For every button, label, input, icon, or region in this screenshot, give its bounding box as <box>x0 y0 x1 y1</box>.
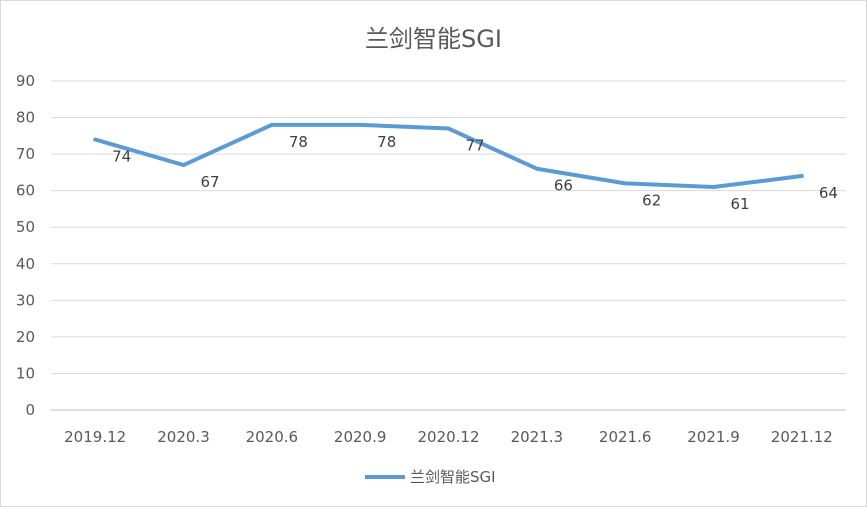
x-tick-label: 2020.6 <box>246 428 299 446</box>
y-tick-label: 0 <box>25 401 35 419</box>
y-tick-label: 90 <box>16 72 35 90</box>
data-label: 74 <box>112 147 131 165</box>
y-tick-label: 10 <box>16 364 35 382</box>
y-tick-label: 80 <box>16 109 35 127</box>
legend-label: 兰剑智能SGI <box>410 468 496 486</box>
data-label: 61 <box>731 195 750 213</box>
x-tick-label: 2020.12 <box>417 428 479 446</box>
y-tick-label: 70 <box>16 145 35 163</box>
data-label: 64 <box>819 184 838 202</box>
data-label: 78 <box>377 133 396 151</box>
x-tick-label: 2020.9 <box>334 428 387 446</box>
data-label: 67 <box>201 173 220 191</box>
chart-title: 兰剑智能SGI <box>365 25 502 53</box>
x-tick-label: 2019.12 <box>64 428 126 446</box>
x-tick-label: 2021.12 <box>771 428 833 446</box>
x-tick-label: 2020.3 <box>157 428 210 446</box>
x-tick-label: 2021.9 <box>687 428 740 446</box>
x-tick-label: 2021.3 <box>511 428 564 446</box>
data-label: 62 <box>642 191 661 209</box>
y-tick-label: 30 <box>16 291 35 309</box>
data-label: 66 <box>554 177 573 195</box>
data-label: 78 <box>289 133 308 151</box>
series-line <box>93 122 804 190</box>
y-tick-label: 20 <box>16 328 35 346</box>
y-tick-label: 40 <box>16 255 35 273</box>
y-tick-label: 60 <box>16 182 35 200</box>
y-tick-label: 50 <box>16 218 35 236</box>
data-label: 77 <box>466 137 485 155</box>
x-tick-label: 2021.6 <box>599 428 652 446</box>
